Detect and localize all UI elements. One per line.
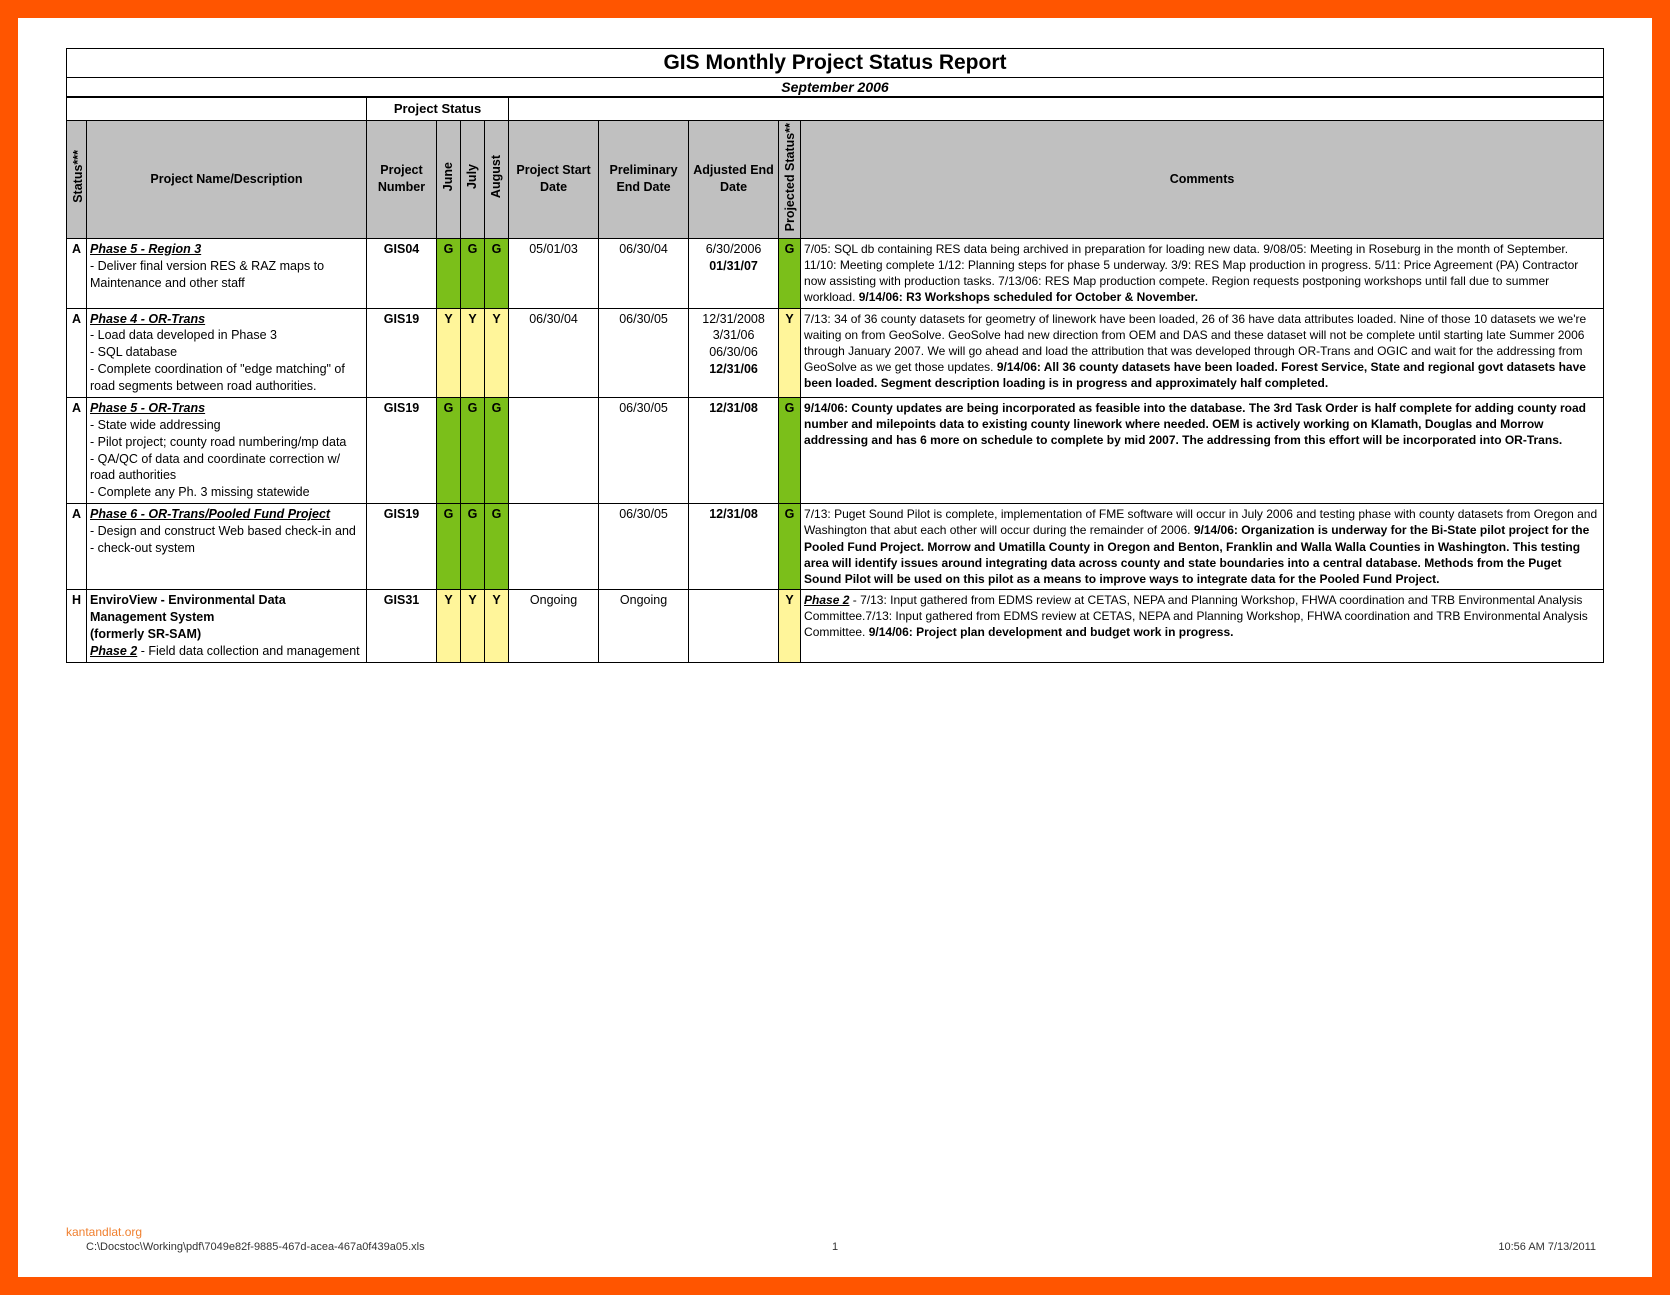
hdr-comments: Comments [801, 120, 1604, 238]
description-cell: Phase 5 - OR-Trans - State wide addressi… [87, 397, 367, 503]
month-status-cell: Y [461, 308, 485, 397]
description-cell: EnviroView - Environmental Data Manageme… [87, 590, 367, 663]
description-cell: Phase 4 - OR-Trans - Load data developed… [87, 308, 367, 397]
description-cell: Phase 5 - Region 3 - Deliver final versi… [87, 238, 367, 308]
hdr-month-june: June [437, 120, 461, 238]
project-number-cell: GIS31 [367, 590, 437, 663]
status-table: Project Status Status*** Project Name/De… [66, 97, 1604, 663]
description-cell: Phase 6 - OR-Trans/Pooled Fund Project -… [87, 504, 367, 590]
hdr-projected: Projected Status** [779, 120, 801, 238]
month-status-cell: Y [437, 590, 461, 663]
group-header-row: Project Status [67, 98, 1604, 121]
comments-cell: Phase 2 - 7/13: Input gathered from EDMS… [801, 590, 1604, 663]
watermark-text: kantandlat.org [66, 1225, 142, 1239]
status-cell: A [67, 397, 87, 503]
comments-cell: 7/13: Puget Sound Pilot is complete, imp… [801, 504, 1604, 590]
hdr-start: Project Start Date [509, 120, 599, 238]
hdr-month-august: August [485, 120, 509, 238]
hdr-desc: Project Name/Description [87, 120, 367, 238]
hdr-prelim: Preliminary End Date [599, 120, 689, 238]
header-row: Status*** Project Name/Description Proje… [67, 120, 1604, 238]
footer-page-number: 1 [832, 1241, 838, 1253]
month-status-cell: Y [485, 590, 509, 663]
hdr-adjusted: Adjusted End Date [689, 120, 779, 238]
start-date-cell [509, 397, 599, 503]
projected-status-cell: Y [779, 308, 801, 397]
page-frame: GIS Monthly Project Status Report Septem… [0, 0, 1670, 1295]
comments-cell: 7/05: SQL db containing RES data being a… [801, 238, 1604, 308]
adjusted-date-cell: 6/30/200601/31/07 [689, 238, 779, 308]
prelim-date-cell: 06/30/05 [599, 308, 689, 397]
table-row: HEnviroView - Environmental Data Managem… [67, 590, 1604, 663]
start-date-cell: Ongoing [509, 590, 599, 663]
adjusted-date-cell: 12/31/08 [689, 397, 779, 503]
month-status-cell: G [437, 238, 461, 308]
month-status-cell: G [461, 504, 485, 590]
table-row: APhase 4 - OR-Trans - Load data develope… [67, 308, 1604, 397]
table-row: APhase 6 - OR-Trans/Pooled Fund Project … [67, 504, 1604, 590]
comments-cell: 9/14/06: County updates are being incorp… [801, 397, 1604, 503]
table-row: A Phase 5 - OR-Trans - State wide addres… [67, 397, 1604, 503]
projected-status-cell: G [779, 504, 801, 590]
project-status-group: Project Status [367, 98, 509, 121]
month-status-cell: G [461, 397, 485, 503]
footer-path: C:\Docstoc\Working\pdf\7049e82f-9885-467… [86, 1241, 425, 1253]
prelim-date-cell: Ongoing [599, 590, 689, 663]
month-status-cell: G [485, 238, 509, 308]
month-status-cell: G [485, 397, 509, 503]
hdr-number: Project Number [367, 120, 437, 238]
project-number-cell: GIS19 [367, 308, 437, 397]
adjusted-date-cell: 12/31/20083/31/0606/30/0612/31/06 [689, 308, 779, 397]
prelim-date-cell: 06/30/04 [599, 238, 689, 308]
month-status-cell: Y [437, 308, 461, 397]
month-status-cell: Y [461, 590, 485, 663]
projected-status-cell: G [779, 238, 801, 308]
adjusted-date-cell [689, 590, 779, 663]
status-cell: A [67, 504, 87, 590]
status-cell: H [67, 590, 87, 663]
project-number-cell: GIS19 [367, 397, 437, 503]
project-number-cell: GIS04 [367, 238, 437, 308]
month-status-cell: G [437, 397, 461, 503]
adjusted-date-cell: 12/31/08 [689, 504, 779, 590]
projected-status-cell: Y [779, 590, 801, 663]
start-date-cell: 05/01/03 [509, 238, 599, 308]
status-cell: A [67, 238, 87, 308]
hdr-month-july: July [461, 120, 485, 238]
start-date-cell: 06/30/04 [509, 308, 599, 397]
month-status-cell: G [461, 238, 485, 308]
page-content: GIS Monthly Project Status Report Septem… [18, 18, 1652, 683]
report-subtitle: September 2006 [66, 78, 1604, 97]
comments-cell: 7/13: 34 of 36 county datasets for geome… [801, 308, 1604, 397]
project-number-cell: GIS19 [367, 504, 437, 590]
month-status-cell: G [485, 504, 509, 590]
month-status-cell: Y [485, 308, 509, 397]
projected-status-cell: G [779, 397, 801, 503]
prelim-date-cell: 06/30/05 [599, 504, 689, 590]
status-cell: A [67, 308, 87, 397]
footer-timestamp: 10:56 AM 7/13/2011 [1498, 1241, 1596, 1253]
start-date-cell [509, 504, 599, 590]
table-row: APhase 5 - Region 3 - Deliver final vers… [67, 238, 1604, 308]
hdr-status: Status*** [67, 120, 87, 238]
prelim-date-cell: 06/30/05 [599, 397, 689, 503]
report-title: GIS Monthly Project Status Report [66, 48, 1604, 78]
month-status-cell: G [437, 504, 461, 590]
